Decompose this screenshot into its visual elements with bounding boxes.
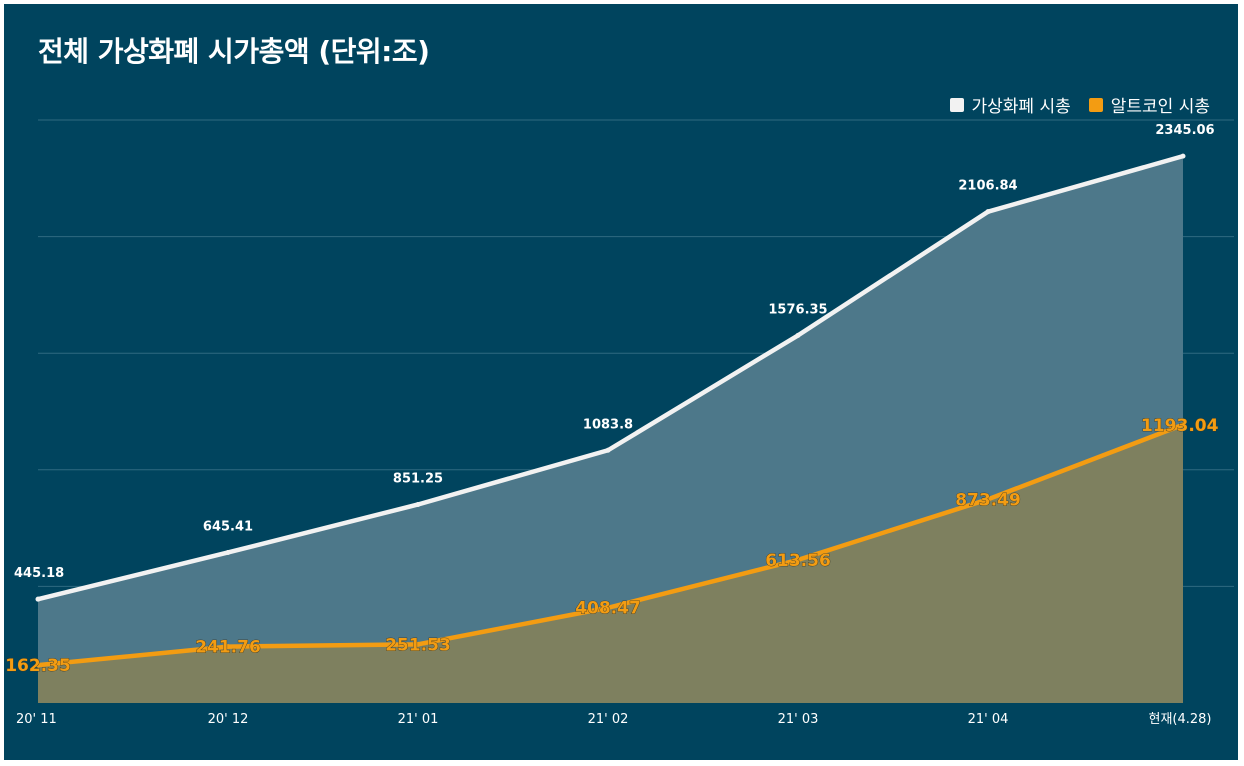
data-label-total-4: 1576.35 xyxy=(768,302,827,317)
legend-label-total: 가상화폐 시총 xyxy=(971,97,1071,117)
data-label-alt-6: 1193.04 xyxy=(1141,416,1219,436)
point-alt-0 xyxy=(35,662,41,668)
point-total-0 xyxy=(35,596,41,602)
point-total-1 xyxy=(225,549,231,555)
data-label-total-2: 851.25 xyxy=(393,471,443,486)
data-label-total-6: 2345.06 xyxy=(1155,123,1214,138)
x-tick-label-3: 21' 02 xyxy=(588,712,629,727)
legend-swatch-alt xyxy=(1088,97,1103,112)
legend-item-alt[interactable]: 알트코인 시총 xyxy=(1088,92,1210,117)
data-label-alt-3: 408.47 xyxy=(575,599,641,619)
point-total-6 xyxy=(1180,153,1186,159)
point-alt-1 xyxy=(225,644,231,650)
data-label-alt-0: 162.35 xyxy=(5,656,71,676)
data-label-alt-1: 241.76 xyxy=(195,638,261,658)
point-alt-2 xyxy=(415,641,421,647)
point-alt-5 xyxy=(985,496,991,502)
x-tick-label-4: 21' 03 xyxy=(778,712,819,727)
data-label-total-5: 2106.84 xyxy=(958,179,1017,194)
chart-legend: 가상화폐 시총 알트코인 시총 xyxy=(949,92,1210,117)
point-total-3 xyxy=(605,447,611,453)
point-total-4 xyxy=(795,332,801,338)
legend-item-total[interactable]: 가상화폐 시총 xyxy=(949,92,1071,117)
x-tick-label-1: 20' 12 xyxy=(208,712,249,727)
point-alt-6 xyxy=(1180,422,1186,428)
point-alt-4 xyxy=(795,557,801,563)
point-total-2 xyxy=(415,501,421,507)
data-label-alt-5: 873.49 xyxy=(955,490,1021,510)
x-tick-label-6: 현재(4.28) xyxy=(1148,712,1211,727)
chart-title: 전체 가상화폐 시가총액 (단위:조) xyxy=(38,35,430,68)
area-alt xyxy=(38,424,1183,703)
point-alt-3 xyxy=(605,605,611,611)
x-tick-label-0: 20' 11 xyxy=(16,712,57,727)
point-total-5 xyxy=(985,209,991,215)
data-label-total-3: 1083.8 xyxy=(583,417,633,432)
data-label-alt-4: 613.56 xyxy=(765,551,831,571)
data-label-alt-2: 251.53 xyxy=(385,635,451,655)
x-tick-label-2: 21' 01 xyxy=(398,712,439,727)
x-tick-label-5: 21' 04 xyxy=(968,712,1009,727)
data-label-total-0: 445.18 xyxy=(14,566,64,581)
data-label-total-1: 645.41 xyxy=(203,519,253,534)
legend-swatch-total xyxy=(949,97,964,112)
legend-label-alt: 알트코인 시총 xyxy=(1110,97,1210,117)
